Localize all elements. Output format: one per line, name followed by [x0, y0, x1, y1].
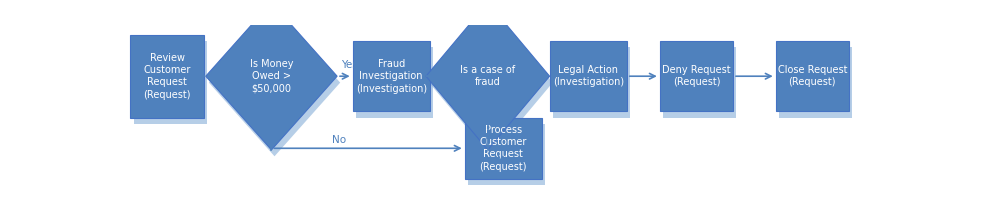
Polygon shape — [426, 2, 549, 150]
FancyBboxPatch shape — [353, 41, 430, 111]
FancyBboxPatch shape — [468, 124, 545, 185]
Text: Deny Request
(Request): Deny Request (Request) — [662, 65, 731, 87]
FancyBboxPatch shape — [660, 41, 733, 111]
Text: Review
Customer
Request
(Request): Review Customer Request (Request) — [144, 53, 190, 100]
Polygon shape — [208, 9, 340, 156]
Polygon shape — [429, 9, 552, 156]
Text: Process
Customer
Request
(Request): Process Customer Request (Request) — [480, 125, 527, 172]
Text: Is a case of
fraud: Is a case of fraud — [461, 65, 515, 87]
FancyBboxPatch shape — [663, 47, 736, 118]
Text: Yes: Yes — [341, 60, 358, 70]
Text: Fraud
Investigation
(Investigation): Fraud Investigation (Investigation) — [356, 59, 427, 94]
FancyBboxPatch shape — [134, 41, 207, 124]
FancyBboxPatch shape — [549, 41, 627, 111]
Text: Close Request
(Request): Close Request (Request) — [778, 65, 847, 87]
FancyBboxPatch shape — [776, 41, 849, 111]
FancyBboxPatch shape — [465, 118, 542, 179]
Polygon shape — [205, 2, 337, 150]
Text: No: No — [332, 135, 346, 145]
FancyBboxPatch shape — [779, 47, 852, 118]
Text: Legal Action
(Investigation): Legal Action (Investigation) — [552, 65, 624, 87]
FancyBboxPatch shape — [552, 47, 630, 118]
FancyBboxPatch shape — [356, 47, 433, 118]
Text: Is Money
Owed >
$50,000: Is Money Owed > $50,000 — [249, 59, 293, 94]
FancyBboxPatch shape — [131, 35, 203, 118]
Text: No: No — [498, 156, 511, 166]
